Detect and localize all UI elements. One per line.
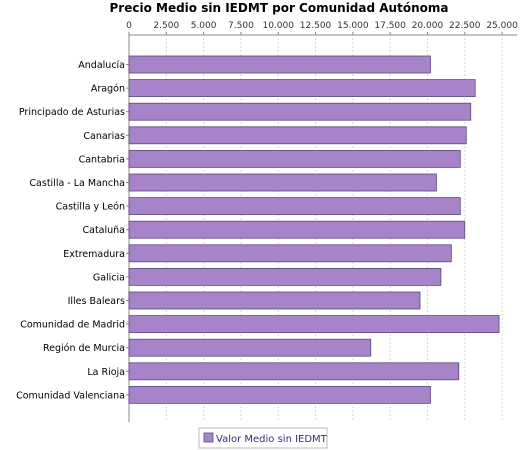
bar	[128, 149, 461, 168]
chart-title: Precio Medio sin IEDMT por Comunidad Aut…	[110, 1, 449, 15]
category-label: Extremadura	[63, 249, 125, 260]
x-tick-label: 0	[126, 21, 132, 31]
x-tick-label: 17.500	[374, 21, 406, 31]
legend-box	[198, 427, 328, 449]
bar	[128, 244, 452, 263]
category-label: Canarias	[83, 131, 125, 142]
x-tick-label: 7.500	[228, 21, 254, 31]
x-tick-label: 25.000	[486, 21, 518, 31]
bar	[128, 315, 500, 334]
category-label: Comunidad Valenciana	[16, 390, 125, 401]
bar	[128, 338, 372, 357]
x-tick-label: 10.000	[262, 21, 294, 31]
bar	[128, 197, 461, 216]
x-tick-label: 12.500	[300, 21, 332, 31]
category-label: Galicia	[93, 272, 125, 283]
category-label: Comunidad de Madrid	[20, 320, 125, 331]
bar	[128, 291, 421, 310]
legend: Valor Medio sin IEDMT	[198, 427, 328, 449]
x-tick-label: 20.000	[412, 21, 444, 31]
x-tick-label: 2.500	[153, 21, 179, 31]
category-label: Principado de Asturias	[19, 107, 125, 118]
bar	[128, 55, 431, 74]
bars	[128, 55, 500, 404]
legend-swatch	[203, 432, 214, 443]
bar	[128, 267, 442, 286]
x-tick-label: 15.000	[337, 21, 369, 31]
category-label: Región de Murcia	[43, 343, 125, 354]
legend-label: Valor Medio sin IEDMT	[216, 434, 328, 445]
bar	[128, 220, 466, 239]
category-labels: Andalucía Aragón Principado de Asturias Can…	[16, 60, 129, 401]
bar	[128, 79, 476, 97]
x-tick-label: 5.000	[191, 21, 217, 31]
bar	[128, 102, 472, 121]
bar	[128, 362, 460, 381]
x-axis: 0 2.500 5.000 7.500 10.000 12.500 15.000 17.500…	[126, 21, 518, 35]
bar	[128, 173, 437, 192]
category-label: Aragón	[91, 84, 125, 95]
category-label: Cataluña	[82, 225, 125, 236]
bar	[128, 126, 467, 145]
category-label: Castilla y León	[56, 202, 125, 213]
bar	[128, 385, 431, 404]
x-tick-label: 22.500	[449, 21, 481, 31]
category-label: Andalucía	[78, 60, 125, 71]
category-label: Cantabria	[79, 154, 125, 165]
category-label: La Rioja	[87, 367, 125, 378]
category-label: Illes Balears	[68, 296, 125, 307]
category-label: Castilla - La Mancha	[29, 178, 125, 189]
